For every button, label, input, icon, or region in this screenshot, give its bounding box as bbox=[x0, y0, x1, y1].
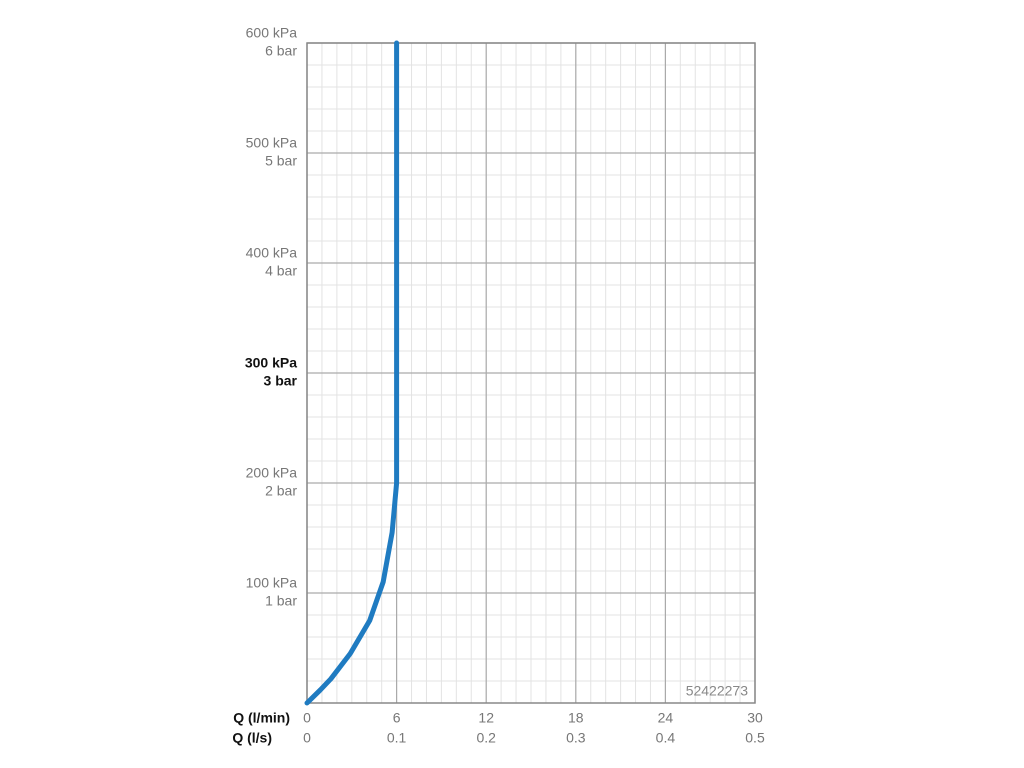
annotation: 52422273 bbox=[686, 683, 749, 699]
x2-tick-label: 0.5 bbox=[745, 730, 765, 746]
x-tick-label: 18 bbox=[568, 710, 584, 726]
y-tick-label-bar: 5 bar bbox=[265, 153, 297, 169]
x2-axis-label: Q (l/s) bbox=[232, 730, 272, 746]
y-tick-label: 600 kPa bbox=[246, 25, 298, 41]
x-tick-label: 6 bbox=[393, 710, 401, 726]
plot-frame bbox=[306, 42, 756, 704]
line bbox=[304, 40, 400, 706]
x-tick-label: 24 bbox=[658, 710, 674, 726]
y-tick-label: 100 kPa bbox=[246, 575, 298, 591]
y-tick-label: 400 kPa bbox=[246, 245, 298, 261]
y-tick-label-bar: 1 bar bbox=[265, 593, 297, 609]
y-tick-label-bar: 4 bar bbox=[265, 263, 297, 279]
y-tick-label-bar: 6 bar bbox=[265, 43, 297, 59]
y-tick-label: 300 kPa bbox=[245, 355, 297, 371]
x2-tick-label: 0.4 bbox=[656, 730, 676, 746]
x-tick-label: 12 bbox=[478, 710, 494, 726]
x-tick-label: 0 bbox=[303, 710, 311, 726]
y-tick-label: 500 kPa bbox=[246, 135, 298, 151]
x2-tick-label: 0.3 bbox=[566, 730, 586, 746]
x2-tick-label: 0.2 bbox=[476, 730, 496, 746]
y-tick-label: 200 kPa bbox=[246, 465, 298, 481]
x2-tick-label: 0.1 bbox=[387, 730, 407, 746]
x-tick-label: 30 bbox=[747, 710, 763, 726]
y-tick-label-bar: 3 bar bbox=[264, 373, 298, 389]
x2-tick-label: 0 bbox=[303, 730, 311, 746]
x-axis-label: Q (l/min) bbox=[233, 710, 290, 726]
y-tick-label-bar: 2 bar bbox=[265, 483, 297, 499]
